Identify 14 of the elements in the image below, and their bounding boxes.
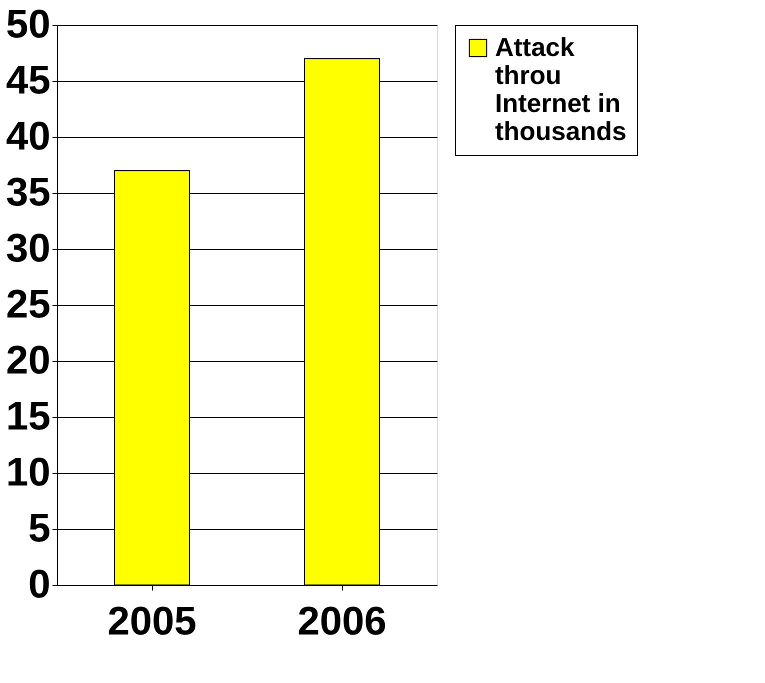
y-tick-label: 40 <box>6 114 50 158</box>
y-tick-label: 30 <box>6 226 50 270</box>
y-tick-label: 20 <box>6 338 50 382</box>
y-tick-label: 5 <box>28 506 50 550</box>
y-tick-label: 25 <box>6 282 50 326</box>
y-tick-label: 15 <box>6 394 50 438</box>
y-tick-label: 10 <box>6 450 50 494</box>
y-tick-label: 35 <box>6 170 50 214</box>
x-tick-label: 2006 <box>298 600 386 644</box>
x-tick-label: 2005 <box>108 600 196 644</box>
y-tick-label: 0 <box>28 562 50 606</box>
y-tick-label: 50 <box>6 2 50 46</box>
y-tick-label: 45 <box>6 58 50 102</box>
legend-label: Attack throu Internet in thousands <box>495 32 626 146</box>
